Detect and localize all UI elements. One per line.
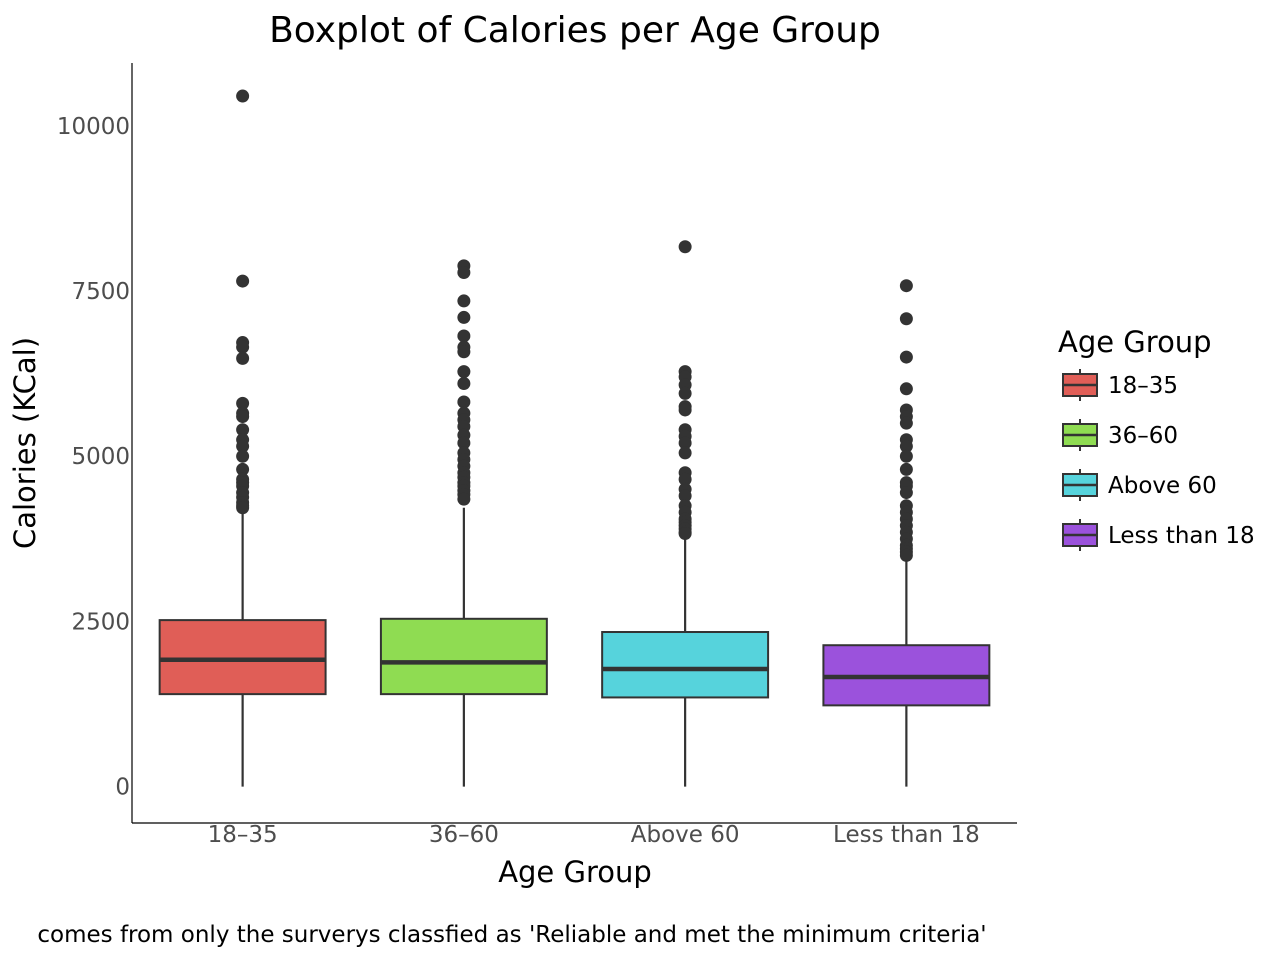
box: [379, 617, 548, 696]
y-tick-label: 10000: [57, 114, 130, 140]
x-tick-label: 18–35: [208, 822, 278, 848]
outlier-point: [899, 279, 913, 293]
outlier-point: [236, 449, 250, 463]
legend-item: 36–60: [1062, 419, 1178, 451]
outlier-point: [899, 486, 913, 500]
x-tick-label: Above 60: [631, 822, 740, 848]
outlier-point: [678, 527, 692, 541]
y-tick-label: 0: [115, 775, 130, 801]
legend-label: 18–35: [1108, 373, 1178, 399]
outlier-point: [899, 312, 913, 326]
box-group: [158, 89, 327, 787]
legend-label: Above 60: [1108, 473, 1217, 499]
outlier-point: [457, 492, 471, 506]
outlier-point: [457, 294, 471, 308]
outlier-point: [899, 548, 913, 562]
outlier-point: [236, 462, 250, 476]
x-tick-label: 36–60: [429, 822, 499, 848]
outlier-point: [457, 365, 471, 379]
outlier-point: [457, 265, 471, 279]
box-group: [601, 240, 770, 787]
caption: comes from only the surverys classfied a…: [37, 922, 986, 948]
outlier-point: [236, 340, 250, 354]
outlier-point: [899, 462, 913, 476]
outlier-point: [899, 449, 913, 463]
outlier-point: [236, 351, 250, 365]
box-group: [822, 279, 991, 787]
legend-label: 36–60: [1108, 423, 1178, 449]
outlier-point: [678, 472, 692, 486]
outlier-point: [899, 439, 913, 453]
outlier-point: [236, 396, 250, 410]
y-tick-label: 7500: [71, 279, 130, 305]
x-tick-label: Less than 18: [833, 822, 980, 848]
chart-title: Boxplot of Calories per Age Group: [269, 10, 881, 51]
legend-item: Less than 18: [1062, 519, 1255, 551]
y-axis-title: Calories (KCal): [8, 337, 42, 549]
box: [601, 631, 770, 699]
outlier-point: [457, 436, 471, 450]
outlier-point: [678, 436, 692, 450]
outlier-point: [457, 345, 471, 359]
outlier-point: [457, 395, 471, 409]
legend-item: 18–35: [1062, 369, 1178, 401]
outlier-point: [236, 501, 250, 515]
legend: Age Group 18–35 36–60 Above 60 Less than 18: [1058, 325, 1255, 551]
x-axis-title: Age Group: [498, 855, 652, 889]
outlier-point: [457, 329, 471, 343]
legend-title: Age Group: [1058, 325, 1212, 359]
outlier-point: [236, 89, 250, 103]
legend-label: Less than 18: [1108, 523, 1255, 549]
outlier-point: [899, 382, 913, 396]
outlier-point: [899, 416, 913, 430]
outlier-point: [678, 240, 692, 254]
outlier-point: [678, 403, 692, 417]
legend-item: Above 60: [1062, 469, 1217, 501]
outlier-point: [236, 410, 250, 424]
outlier-point: [457, 310, 471, 324]
outlier-point: [899, 350, 913, 364]
outlier-point: [236, 274, 250, 288]
outlier-point: [678, 446, 692, 460]
box: [158, 619, 327, 696]
y-tick-label: 2500: [71, 609, 130, 635]
outlier-point: [236, 439, 250, 453]
outlier-point: [678, 489, 692, 503]
y-tick-label: 5000: [71, 444, 130, 470]
outlier-point: [678, 386, 692, 400]
outlier-point: [236, 423, 250, 437]
outlier-point: [457, 377, 471, 391]
box-group: [379, 259, 548, 787]
plot-area: 0 2500 5000 7500 10000 18–35 36–60 Above 60 Less…: [57, 63, 1017, 848]
